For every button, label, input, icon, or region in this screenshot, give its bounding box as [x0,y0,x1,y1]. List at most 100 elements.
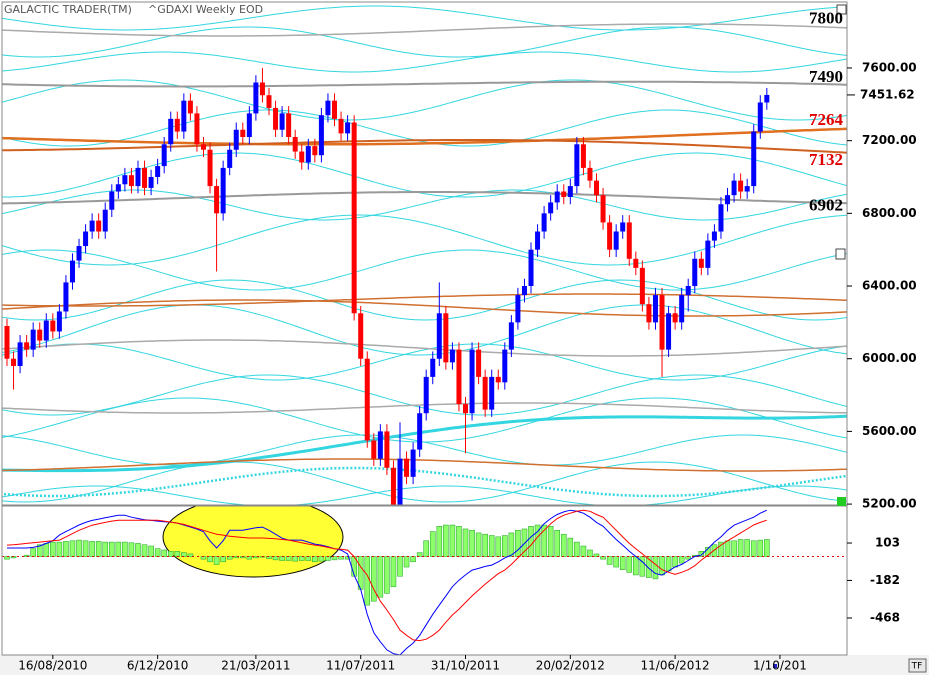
candle-body [253,82,259,114]
candle-body [83,231,89,247]
price-frame [1,1,848,506]
histogram-bar [665,556,672,572]
histogram-bar [626,556,633,573]
candle-body [155,166,161,177]
green-marker [837,497,846,506]
histogram-bar [639,556,646,577]
candle-body [214,186,220,214]
candle-body [685,286,691,296]
x-tick-label: 31/10/2011 [431,659,500,673]
x-tick-label: 16/08/2010 [18,659,87,673]
macd-line [7,509,768,655]
candle-body [449,349,455,363]
histogram-bar [122,541,128,557]
scroll-icon[interactable] [836,4,847,15]
candle-body [338,118,344,134]
candle-body [76,246,82,261]
histogram-bar [76,539,82,557]
candle-body [751,131,757,187]
histogram-bar [587,549,593,557]
candle-body [535,231,541,250]
planetary-line [2,191,847,205]
histogram-bar [102,541,109,557]
planetary-line [2,339,847,357]
candle-body [17,342,23,366]
histogram-bar [423,540,430,557]
time-cursor [773,664,777,668]
candle-body [633,258,639,268]
histogram-bar [292,556,298,562]
candle-body [364,358,370,441]
level-label: 7132 [809,150,843,169]
planetary-line [2,109,847,147]
histogram-bar [488,535,495,557]
candle-body [187,100,193,114]
candle-body [240,129,246,138]
histogram-bar [397,556,403,577]
histogram-bar [220,556,226,563]
candle-body [613,231,619,250]
tf-button-label[interactable]: TF [911,662,923,672]
planetary-line [2,79,847,121]
histogram-bar [528,526,534,557]
highlight-ellipse [162,506,344,578]
histogram-bar [462,528,469,557]
histogram-bar [672,556,678,568]
histogram-bar [718,541,724,557]
histogram-bar [4,556,10,560]
x-tick-label: 11/07/2011 [326,659,395,673]
candle-body [580,144,586,168]
candle-body [672,313,678,323]
planetary-line [2,299,847,317]
candle-body [109,191,115,210]
histogram-bar [305,556,312,561]
histogram-bar [750,540,757,557]
candle-body [266,95,272,108]
histogram-bar [312,556,318,563]
planetary-line [2,249,847,291]
histogram-bar [429,531,436,557]
histogram-bar [50,541,56,557]
candle-body [731,180,737,196]
candle-body [541,213,547,232]
candle-body [351,122,357,314]
histogram-bar [174,550,181,557]
x-tick-label: 1/10/201 [753,659,807,673]
histogram-bar [436,526,443,557]
histogram-bar [213,556,220,565]
histogram-bar [416,552,423,557]
histogram-bar [253,556,259,559]
planetary-line [2,434,847,466]
planetary-line [2,279,847,321]
histogram-bar [161,549,167,557]
x-tick-label: 21/03/2011 [221,659,290,673]
histogram-bar [764,539,770,557]
histogram-bar [652,556,659,580]
histogram-bar [82,540,89,557]
candle-body [561,191,567,197]
histogram-bar [246,556,253,560]
candle-body [102,209,108,232]
histogram-bar [619,556,626,570]
candle-body [96,220,102,232]
candle-body [502,349,508,383]
candle-body [521,286,527,296]
histogram-bar [187,553,194,557]
histogram-bar [724,540,731,557]
tf-button[interactable] [908,658,927,673]
y-tick-label: -182 [870,573,900,587]
histogram-bar [502,535,508,557]
macd-panel [2,506,847,655]
candle-body [744,186,750,192]
histogram-bar [731,540,737,557]
histogram-bar [272,556,279,561]
marker-icon[interactable] [835,248,846,260]
x-tick-label: 11/06/2012 [641,659,710,673]
candle-body [128,175,134,187]
histogram-bar [403,556,410,568]
candle-body [659,295,665,350]
candle-body [692,258,698,287]
candle-body [652,295,658,323]
candle-body [456,349,462,405]
planetary-line [2,189,847,221]
